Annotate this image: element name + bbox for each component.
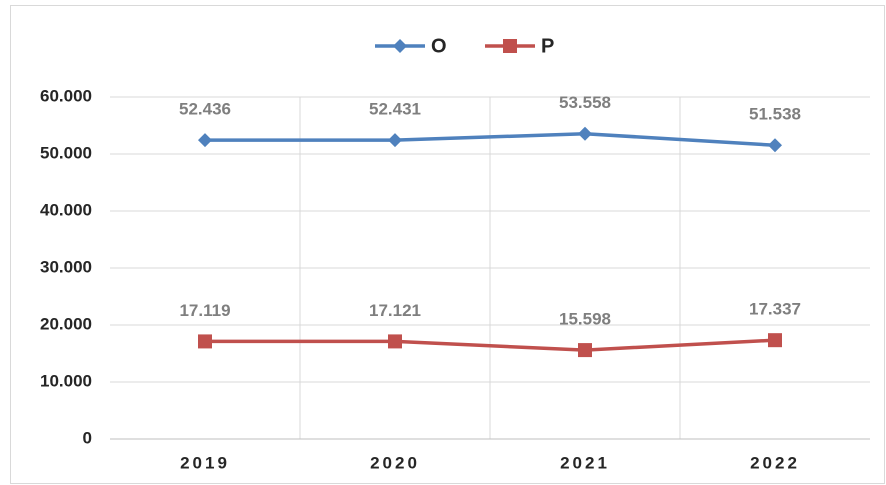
point — [388, 334, 402, 349]
y-tick-label: 60.000 — [40, 86, 92, 105]
point — [388, 133, 402, 148]
data-label: 52.431 — [369, 100, 421, 119]
chart-frame — [10, 5, 885, 484]
y-tick-label: 30.000 — [40, 257, 92, 276]
point — [578, 343, 592, 358]
point — [578, 126, 592, 141]
y-tick-label: 40.000 — [40, 200, 92, 219]
y-tick-label: 10.000 — [40, 371, 92, 390]
y-tick-label: 0 — [83, 428, 92, 447]
point — [768, 333, 782, 348]
x-tick-label: 2021 — [560, 453, 610, 472]
legend-label: P — [541, 35, 554, 57]
x-tick-label: 2019 — [180, 453, 230, 472]
point — [198, 133, 212, 148]
legend-label: O — [431, 35, 447, 57]
legend-marker — [503, 39, 517, 53]
data-label: 51.538 — [749, 105, 801, 124]
data-label: 17.121 — [369, 301, 421, 320]
data-label: 52.436 — [179, 100, 231, 119]
series-line — [204, 131, 776, 147]
data-label: 17.119 — [179, 301, 230, 320]
x-tick-label: 2020 — [370, 453, 420, 472]
point — [768, 138, 782, 153]
x-tick-label: 2022 — [750, 453, 800, 472]
data-label: 15.598 — [559, 310, 611, 329]
y-tick-label: 50.000 — [40, 143, 92, 162]
y-tick-label: 20.000 — [40, 314, 92, 333]
series-line — [204, 338, 776, 352]
data-label: 17.337 — [749, 300, 801, 319]
point — [198, 334, 212, 349]
data-label: 53.558 — [559, 93, 611, 112]
legend-marker — [393, 39, 407, 53]
